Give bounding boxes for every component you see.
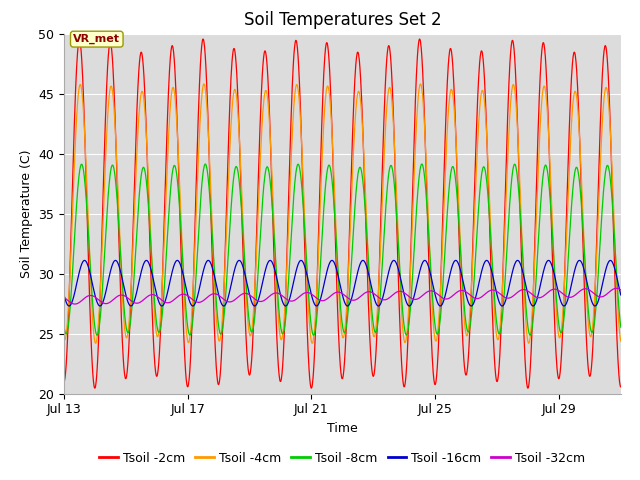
Line: Tsoil -32cm: Tsoil -32cm	[64, 288, 621, 304]
Tsoil -2cm	[617, 384, 625, 390]
Tsoil -16cm	[93, 299, 100, 304]
Tsoil -32cm	[612, 286, 620, 291]
Tsoil -8cm	[419, 162, 426, 168]
Tsoil -32cm	[617, 287, 625, 293]
Tsoil -16cm	[467, 303, 475, 309]
Y-axis label: Soil Temperature (C): Soil Temperature (C)	[20, 149, 33, 278]
Tsoil -2cm	[419, 60, 426, 65]
Tsoil -32cm	[300, 291, 307, 297]
Tsoil -4cm	[93, 334, 101, 340]
Tsoil -4cm	[92, 340, 99, 346]
Line: Tsoil -2cm: Tsoil -2cm	[64, 39, 621, 388]
Tsoil -4cm	[60, 336, 68, 341]
Tsoil -16cm	[452, 258, 460, 264]
Title: Soil Temperatures Set 2: Soil Temperatures Set 2	[244, 11, 441, 29]
Tsoil -2cm	[524, 385, 532, 391]
Tsoil -32cm	[541, 292, 548, 298]
Tsoil -8cm	[356, 165, 364, 171]
Tsoil -32cm	[356, 293, 364, 299]
X-axis label: Time: Time	[327, 422, 358, 435]
Tsoil -4cm	[617, 338, 625, 344]
Tsoil -2cm	[60, 379, 68, 384]
Legend: Tsoil -2cm, Tsoil -4cm, Tsoil -8cm, Tsoil -16cm, Tsoil -32cm: Tsoil -2cm, Tsoil -4cm, Tsoil -8cm, Tsoi…	[95, 447, 590, 469]
Tsoil -8cm	[60, 323, 68, 329]
Tsoil -32cm	[60, 295, 68, 300]
Tsoil -8cm	[310, 332, 317, 338]
Tsoil -2cm	[416, 36, 424, 42]
Tsoil -4cm	[308, 340, 316, 346]
Tsoil -2cm	[356, 70, 364, 76]
Line: Tsoil -4cm: Tsoil -4cm	[64, 84, 621, 343]
Tsoil -32cm	[71, 301, 79, 307]
Tsoil -8cm	[617, 324, 625, 330]
Tsoil -2cm	[541, 47, 548, 52]
Tsoil -4cm	[541, 84, 548, 90]
Line: Tsoil -8cm: Tsoil -8cm	[64, 164, 621, 335]
Tsoil -4cm	[357, 102, 365, 108]
Tsoil -32cm	[93, 296, 101, 301]
Tsoil -4cm	[419, 92, 426, 98]
Tsoil -16cm	[541, 264, 548, 270]
Tsoil -16cm	[617, 292, 625, 298]
Tsoil -2cm	[299, 185, 307, 191]
Tsoil -16cm	[299, 259, 307, 265]
Line: Tsoil -16cm: Tsoil -16cm	[64, 261, 621, 306]
Tsoil -4cm	[200, 81, 208, 87]
Tsoil -32cm	[308, 292, 316, 298]
Tsoil -2cm	[308, 384, 316, 390]
Tsoil -8cm	[308, 327, 316, 333]
Tsoil -8cm	[541, 163, 548, 169]
Tsoil -16cm	[60, 292, 68, 298]
Tsoil -16cm	[356, 261, 364, 266]
Tsoil -32cm	[419, 293, 426, 299]
Tsoil -16cm	[308, 294, 316, 300]
Tsoil -8cm	[93, 332, 100, 338]
Tsoil -2cm	[93, 370, 100, 376]
Tsoil -16cm	[418, 262, 426, 267]
Text: VR_met: VR_met	[73, 34, 120, 44]
Tsoil -4cm	[300, 187, 307, 192]
Tsoil -8cm	[299, 199, 307, 204]
Tsoil -8cm	[418, 161, 426, 167]
